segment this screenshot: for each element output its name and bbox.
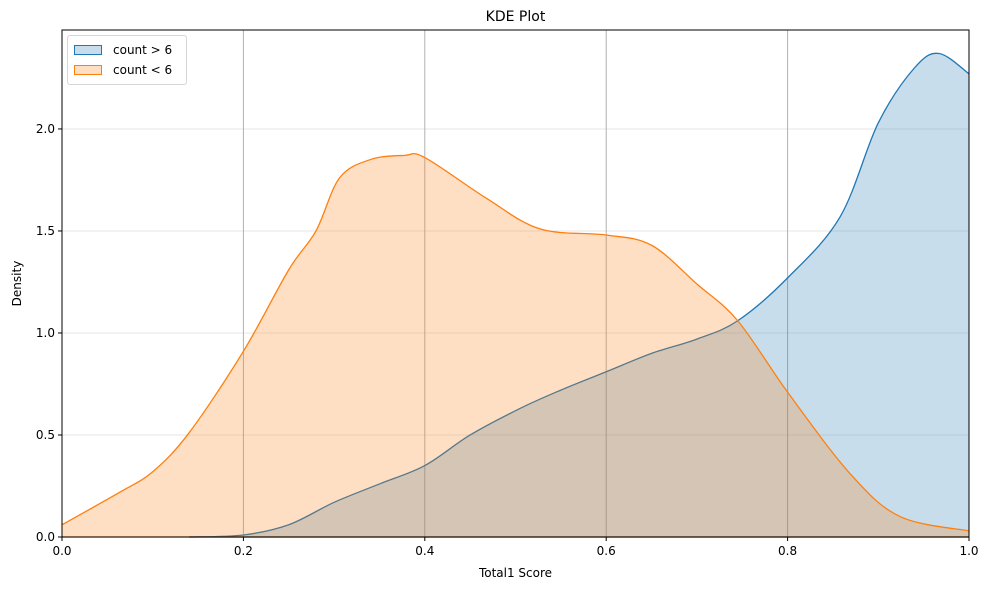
y-tick-label: 1.5 bbox=[36, 224, 55, 238]
chart-title: KDE Plot bbox=[486, 9, 546, 25]
x-tick-label: 0.6 bbox=[597, 544, 616, 558]
y-tick-label: 1.0 bbox=[36, 326, 55, 340]
x-tick-label: 0.0 bbox=[52, 544, 71, 558]
kde-line bbox=[61, 152, 970, 532]
legend-label: count > 6 bbox=[113, 43, 173, 57]
y-tick-label: 0.5 bbox=[36, 428, 55, 442]
x-tick-label: 0.2 bbox=[234, 544, 253, 558]
legend-item-count-lt-6: count < 6 bbox=[74, 60, 180, 80]
kde-fill bbox=[62, 153, 969, 538]
kde-line bbox=[188, 52, 970, 538]
axis-ticks: 0.0 0.5 1.0 1.5 2.0 0.0 0.2 0.4 0.6 0.8 1.0 bbox=[36, 122, 979, 558]
y-tick-label: 0.0 bbox=[36, 530, 55, 544]
y-axis-label: Density bbox=[10, 261, 24, 307]
kde-areas bbox=[61, 52, 970, 538]
x-tick-label: 1.0 bbox=[959, 544, 978, 558]
x-tick-label: 0.8 bbox=[778, 544, 797, 558]
x-axis-label: Total1 Score bbox=[478, 566, 552, 580]
legend-item-count-gt-6: count > 6 bbox=[74, 40, 180, 60]
legend: count > 6 count < 6 bbox=[67, 35, 187, 85]
legend-swatch-blue bbox=[74, 45, 102, 55]
y-tick-label: 2.0 bbox=[36, 122, 55, 136]
legend-label: count < 6 bbox=[113, 63, 173, 77]
x-tick-label: 0.4 bbox=[415, 544, 434, 558]
legend-swatch-orange bbox=[74, 65, 102, 75]
axes-frame bbox=[61, 29, 970, 538]
kde-fill bbox=[188, 53, 970, 538]
